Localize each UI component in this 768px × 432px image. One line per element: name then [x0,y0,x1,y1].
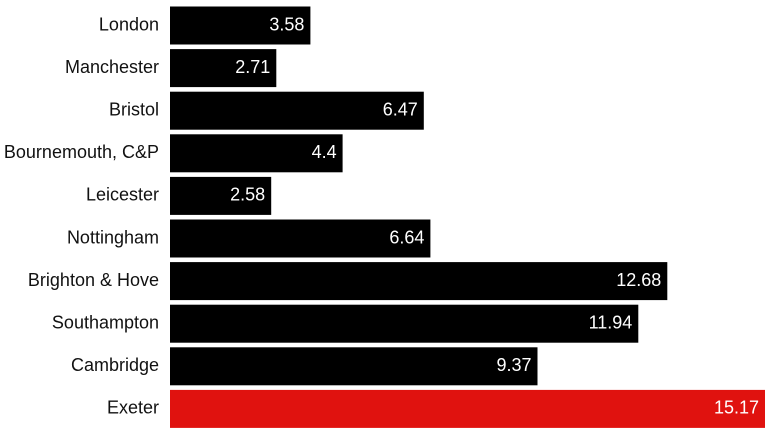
value-label-manchester: 2.71 [235,57,270,77]
bar-cambridge [170,347,538,386]
value-labels-group: 3.58 2.71 6.47 4.4 2.58 6.64 12.68 11.94 9.37 15.… [230,14,759,417]
category-label-nottingham: Nottingham [67,227,159,247]
category-label-london: London [99,14,159,34]
value-label-brighton-and-hove: 12.68 [616,270,661,290]
bar-exeter [170,389,765,428]
category-label-cambridge: Cambridge [71,355,159,375]
value-label-bournemouth-candp: 4.4 [312,142,337,162]
value-label-london: 3.58 [269,14,304,34]
category-label-leicester: Leicester [86,185,159,205]
bars-group [170,6,765,428]
bar-bristol [170,91,424,130]
value-label-bristol: 6.47 [383,99,418,119]
value-label-nottingham: 6.64 [389,227,424,247]
category-label-manchester: Manchester [65,57,159,77]
bar-southampton [170,304,639,343]
value-label-leicester: 2.58 [230,185,265,205]
bar-nottingham [170,219,431,258]
value-label-southampton: 11.94 [589,312,633,332]
category-label-exeter: Exeter [107,398,159,418]
bar-london [170,6,311,45]
bar-bournemouth-candp [170,134,343,173]
category-label-bournemouth-candp: Bournemouth, C&P [4,142,159,162]
category-label-bristol: Bristol [109,99,159,119]
category-labels-group: London Manchester Bristol Bournemouth, C&P L… [4,14,159,417]
category-label-southampton: Southampton [52,312,159,332]
bar-brighton-and-hove [170,262,668,301]
category-label-brighton-and-hove: Brighton & Hove [28,270,159,290]
bar-leicester [170,176,272,215]
value-label-cambridge: 9.37 [496,355,531,375]
bar-manchester [170,49,277,88]
value-label-exeter: 15.17 [714,398,759,418]
